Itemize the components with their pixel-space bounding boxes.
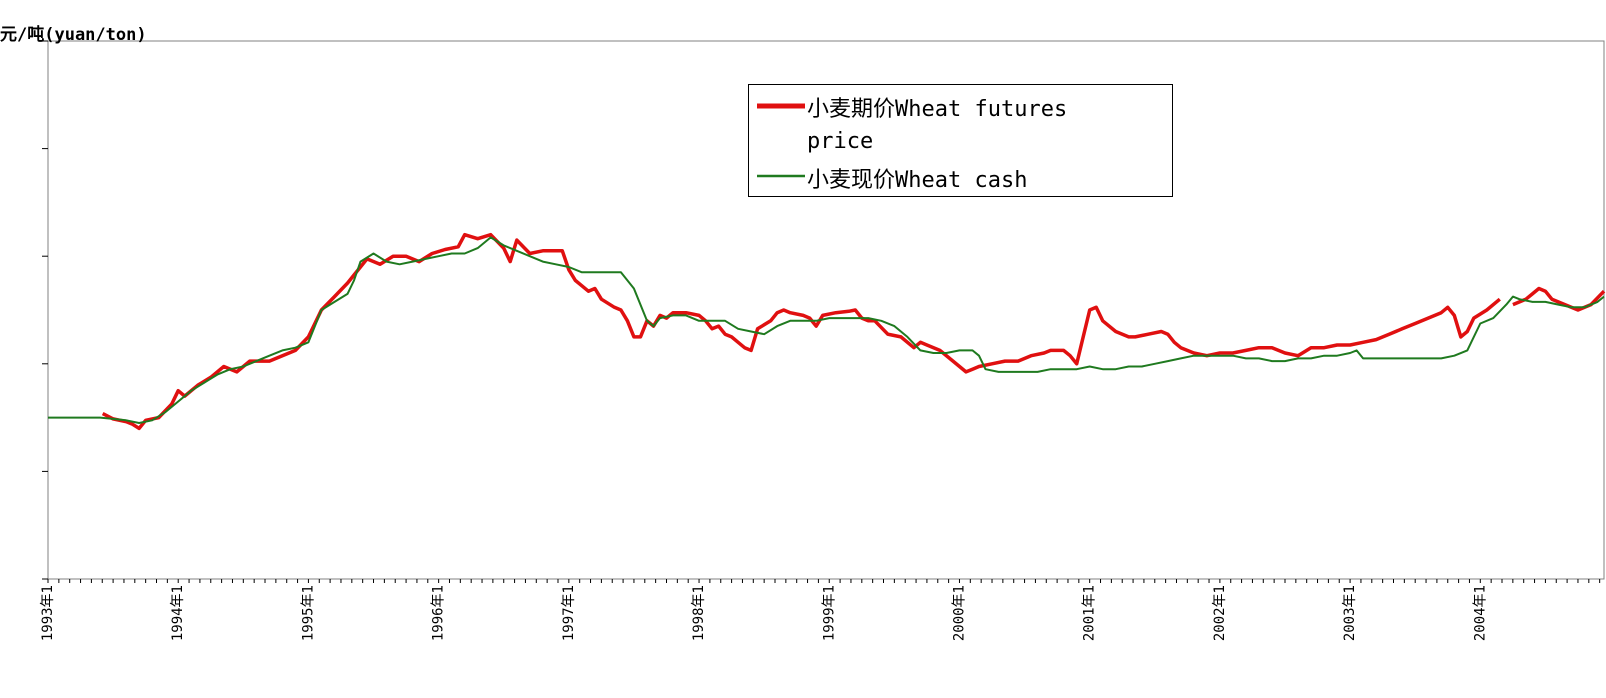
y-axis bbox=[42, 40, 48, 580]
x-tick-label: 2001年1 bbox=[1082, 585, 1098, 641]
x-axis: 1993年1 1994年1 1995年1 1996年1 1997年1 1998年1 1999… bbox=[40, 579, 1601, 641]
x-tick-label: 1995年1 bbox=[300, 585, 316, 641]
x-tick-label: 1999年1 bbox=[821, 585, 837, 641]
legend-swatch-futures bbox=[757, 103, 805, 109]
x-tick-label: 2000年1 bbox=[951, 585, 967, 641]
legend-label-futures: 小麦期价Wheat futures bbox=[807, 97, 1068, 122]
legend-label-cash: 小麦现价Wheat cash bbox=[807, 168, 1028, 193]
series-layer bbox=[48, 232, 1606, 431]
x-tick-label: 1998年1 bbox=[691, 585, 707, 641]
y-axis-unit-label: 元/吨(yuan/ton) bbox=[0, 25, 147, 45]
x-tick-label: 1994年1 bbox=[170, 585, 186, 641]
x-tick-label: 1993年1 bbox=[40, 585, 56, 641]
x-tick-label: 2003年1 bbox=[1342, 585, 1358, 641]
x-tick-label: 2004年1 bbox=[1472, 585, 1488, 641]
legend-swatch-cash bbox=[757, 174, 805, 178]
legend: 小麦期价Wheat futures price 小麦现价Wheat cash bbox=[748, 84, 1173, 197]
series-line-cash bbox=[48, 236, 1605, 424]
x-tick-label: 2002年1 bbox=[1212, 585, 1228, 641]
legend-label-futures-cont: price bbox=[807, 129, 874, 154]
x-tick-label: 1996年1 bbox=[431, 585, 447, 641]
x-tick-label: 1997年1 bbox=[561, 585, 577, 641]
